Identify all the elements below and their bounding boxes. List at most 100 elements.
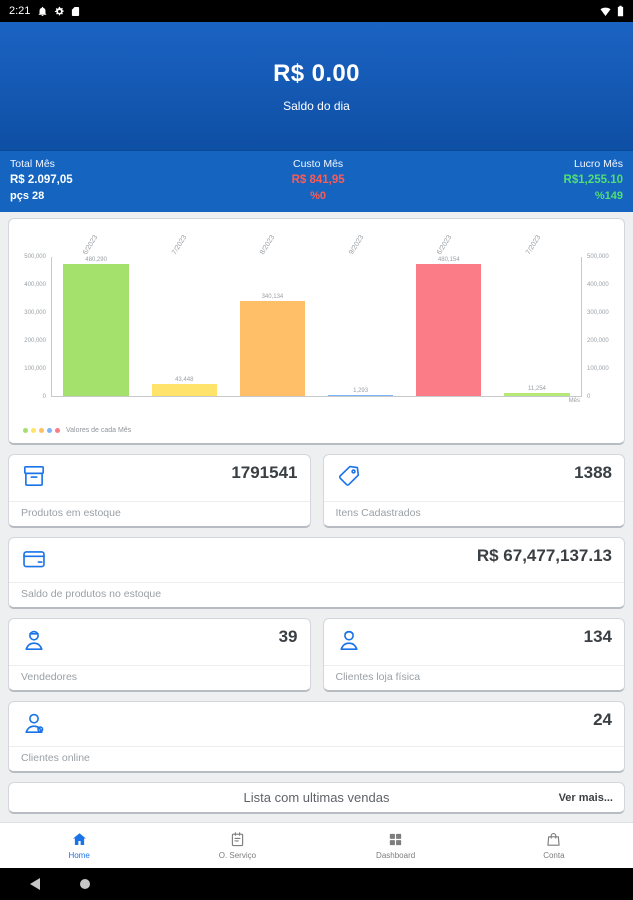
legend-dot-icon <box>55 428 60 433</box>
chart-x-label: 6/2023 <box>436 234 454 256</box>
chart-bar-value-label: 480,290 <box>85 257 107 263</box>
chart-bar-slot: 43,448 <box>140 257 228 396</box>
stat-value: R$ 841,95 <box>291 174 345 186</box>
day-balance-label: Saldo do dia <box>283 98 350 113</box>
stat-total-m-s: Total Mês R$ 2.097,05 pçs 28 <box>10 158 73 212</box>
chart-y-tick: 200,000 <box>587 338 609 344</box>
card-top: 39 <box>9 619 310 665</box>
chart-bar-slot: 11,254 <box>493 257 581 396</box>
chart-bar-value-label: 480,154 <box>437 257 460 263</box>
gear-icon <box>54 6 65 17</box>
chart-y-axis-left: 500,000 400,000 300,000 200,000 100,000 0 <box>15 254 51 400</box>
account-icon <box>545 831 562 848</box>
chart-bar-value-label: 340,134 <box>261 294 284 301</box>
nav-item-dashboard[interactable]: Dashboard <box>317 823 475 868</box>
chart-x-label: 7/2023 <box>170 234 189 256</box>
nav-item-home[interactable]: Home <box>0 823 158 868</box>
card-value: R$ 67,477,137.13 <box>476 546 612 565</box>
card-top: 1791541 <box>9 455 310 501</box>
nav-label: Conta <box>543 851 565 860</box>
see-more-link[interactable]: Ver mais... <box>558 791 613 804</box>
system-nav-bar <box>0 868 633 900</box>
chart-axis-note: Mês <box>568 398 580 404</box>
status-bar: 2:21 <box>0 0 633 22</box>
home-icon <box>71 831 88 848</box>
chart-bar <box>327 395 394 396</box>
tag-icon <box>336 463 362 489</box>
chart-y-tick: 0 <box>587 394 591 400</box>
status-icons-left <box>37 6 80 17</box>
last-sales-title: Lista com ultimas vendas <box>243 790 390 805</box>
chart-bar <box>239 301 306 396</box>
stat-lucro-m-s: Lucro Mês R$1,255.10 %149 <box>564 158 623 212</box>
card-top: 24 <box>9 702 624 746</box>
stat-cards-grid: 1791541 Produtos em estoque 1388 Itens Cada… <box>8 454 625 773</box>
chart-y-tick: 400,000 <box>24 282 46 288</box>
card-label: Clientes online <box>9 746 624 771</box>
status-icons-right <box>599 5 624 17</box>
nav-label: Dashboard <box>376 851 416 860</box>
package-icon <box>21 463 47 489</box>
bell-icon <box>37 6 48 17</box>
stat-value: R$ 2.097,05 <box>10 174 73 186</box>
monthly-values-chart-card: 6/2023 7/2023 8/2023 9/2023 6/2023 7/2023 500… <box>8 218 625 445</box>
chart-bar-value-label: 11,254 <box>527 385 546 392</box>
card-itens-cadastrados[interactable]: 1388 Itens Cadastrados <box>322 454 625 528</box>
card-top: R$ 67,477,137.13 <box>9 538 624 582</box>
chart-y-tick: 0 <box>42 394 46 400</box>
battery-icon <box>617 5 624 17</box>
chart-x-labels: 6/2023 7/2023 8/2023 9/2023 6/2023 7/2023 <box>51 224 582 257</box>
nav-label: Home <box>68 851 90 860</box>
back-icon[interactable] <box>30 878 40 890</box>
chart-y-tick: 300,000 <box>24 310 46 316</box>
wifi-icon <box>599 6 612 17</box>
chart-bars: 480,290 43,448 340,134 1,293 480,154 11,254 <box>51 257 582 397</box>
nav-item-o-servi-o[interactable]: O. Serviço <box>158 823 316 868</box>
chart-bar-value-label: 43,448 <box>175 376 194 383</box>
card-clientes-online[interactable]: 24 Clientes online <box>8 701 625 773</box>
chart-bar-slot: 1,293 <box>317 257 405 396</box>
card-clientes-loja-f-sica[interactable]: 134 Clientes loja física <box>322 618 625 692</box>
chart-bar <box>416 264 482 396</box>
stat-extra: %0 <box>310 190 327 202</box>
chart-bar <box>151 383 217 396</box>
card-saldo-de-produtos-no-estoque[interactable]: R$ 67,477,137.13 Saldo de produtos no est… <box>8 537 625 609</box>
chart-x-slot: 6/2023 <box>51 224 140 257</box>
nav-item-conta[interactable]: Conta <box>475 823 633 868</box>
chart-y-tick: 100,000 <box>587 366 609 372</box>
chart-bar <box>504 392 570 396</box>
service-icon <box>229 831 246 848</box>
card-label: Clientes loja física <box>323 665 624 690</box>
stat-value: R$1,255.10 <box>563 174 623 186</box>
card-top: 134 <box>324 619 625 665</box>
stat-label: Total Mês <box>10 158 55 170</box>
customer-icon <box>336 627 362 653</box>
chart-x-slot: 8/2023 <box>228 224 317 257</box>
home-circle-icon[interactable] <box>80 879 90 889</box>
chart-x-slot: 6/2023 <box>405 224 494 257</box>
stat-custo-m-s: Custo Mês R$ 841,95 %0 <box>292 158 345 212</box>
chart-legend-label: Valores de cada Mês <box>66 427 132 434</box>
chart-y-tick: 100,000 <box>24 366 46 372</box>
chart-bar-slot: 480,154 <box>405 257 493 396</box>
chart-x-slot: 7/2023 <box>140 224 229 257</box>
stat-extra: pçs 28 <box>10 190 45 202</box>
stat-label: Lucro Mês <box>573 158 623 170</box>
chart-x-label: 7/2023 <box>524 234 543 256</box>
chart-y-tick: 200,000 <box>24 338 46 344</box>
card-vendedores[interactable]: 39 Vendedores <box>8 618 311 692</box>
chart-bar-slot: 480,290 <box>52 257 140 396</box>
card-value: 1388 <box>574 463 612 482</box>
card-label: Itens Cadastrados <box>323 501 624 526</box>
chart-x-label: 8/2023 <box>259 234 277 256</box>
chart-x-slot: 7/2023 <box>494 224 583 257</box>
chart-legend-dots <box>23 428 60 433</box>
chart-x-slot: 9/2023 <box>317 224 406 257</box>
chart-legend: Valores de cada Mês <box>15 427 618 439</box>
chart-y-tick: 400,000 <box>587 282 609 288</box>
chart-y-axis-right: 500,000 400,000 300,000 200,000 100,000 0 <box>582 254 618 400</box>
card-label: Vendedores <box>9 665 310 690</box>
card-produtos-em-estoque[interactable]: 1791541 Produtos em estoque <box>8 454 311 528</box>
stats-row: Total Mês R$ 2.097,05 pçs 28 Custo Mês R$ 84… <box>0 150 633 212</box>
balance-header: R$ 0.00 Saldo do dia <box>0 22 633 150</box>
